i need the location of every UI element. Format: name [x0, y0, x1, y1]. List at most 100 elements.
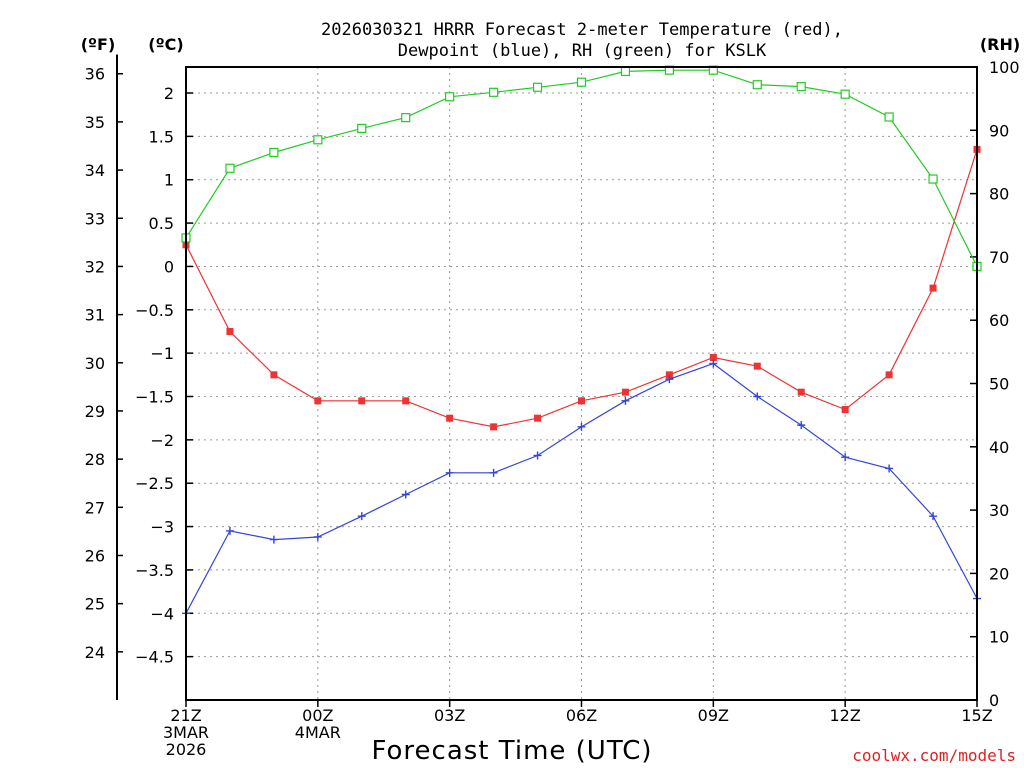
x-tick-label: 4MAR [295, 723, 341, 742]
rh-point [445, 92, 455, 102]
grid-lines [186, 67, 977, 700]
rh-tick-label: 30 [989, 501, 1009, 520]
rh-tick-label: 40 [989, 438, 1009, 457]
fahrenheit-tick-label: 31 [85, 306, 105, 325]
fahrenheit-tick-label: 34 [85, 161, 105, 180]
temperature-point [446, 414, 454, 422]
x-tick-label: 06Z [566, 706, 597, 725]
rh-point [357, 123, 367, 134]
celsius-tick-label: 1 [164, 171, 174, 190]
fahrenheit-tick-label: 27 [85, 498, 105, 517]
chart-title-line2: Dewpoint (blue), RH (green) for KSLK [398, 41, 767, 61]
x-tick-label: 00Z [302, 706, 333, 725]
dewpoint-point [401, 490, 410, 499]
celsius-unit-label: (ºC) [148, 35, 183, 54]
celsius-tick-label: −2.5 [135, 474, 174, 493]
dewpoint-point [269, 535, 278, 544]
celsius-tick-label: 2 [164, 84, 174, 103]
fahrenheit-tick-label: 32 [85, 257, 105, 276]
rh-axis: 0 10 20 30 40 50 60 70 80 90 100 [970, 58, 1020, 710]
series-layer [181, 65, 982, 618]
dewpoint-point [797, 421, 806, 430]
celsius-axis: 2 1.5 1 0.5 0 −0.5 −1 −1.5 −2 −2.5 −3 −3.5 −4 −4.5 [135, 84, 193, 667]
fahrenheit-tick-label: 33 [85, 209, 105, 228]
rh-point [884, 112, 894, 122]
dewpoint-point [885, 464, 894, 473]
temperature-point [621, 388, 629, 396]
celsius-tick-label: 1.5 [149, 127, 174, 146]
temperature-point [358, 397, 366, 405]
celsius-tick-label: −0.5 [135, 301, 174, 320]
dewpoint-point [577, 422, 586, 431]
x-tick-label: 12Z [830, 706, 861, 725]
rh-point [620, 66, 631, 77]
fahrenheit-unit-label: (ºF) [81, 35, 116, 54]
rh-point [489, 87, 499, 97]
fahrenheit-tick-label: 29 [85, 402, 105, 421]
dewpoint-point [929, 512, 938, 521]
fahrenheit-tick-label: 25 [85, 595, 105, 614]
temperature-point [753, 362, 761, 370]
x-axis-title: Forecast Time (UTC) [371, 736, 652, 766]
temperature-point [929, 284, 937, 292]
rh-point [225, 163, 235, 173]
dewpoint-point [665, 375, 674, 384]
dewpoint-point [445, 468, 454, 477]
fahrenheit-tick-label: 26 [85, 546, 105, 565]
x-tick-label: 21Z [170, 706, 201, 725]
rh-point [269, 147, 279, 158]
celsius-tick-label: −4 [150, 604, 174, 623]
fahrenheit-tick-label: 24 [85, 643, 105, 662]
dewpoint-point [533, 451, 542, 460]
rh-tick-label: 10 [989, 628, 1009, 647]
fahrenheit-tick-label: 28 [85, 450, 105, 469]
fahrenheit-tick-label: 30 [85, 354, 105, 373]
celsius-tick-label: −3.5 [135, 561, 174, 580]
rh-tick-label: 20 [989, 564, 1009, 583]
rh-point [401, 113, 411, 123]
dewpoint-point [225, 526, 234, 535]
rh-point [752, 80, 762, 90]
temperature-point [534, 414, 542, 422]
temperature-point [665, 371, 673, 379]
fahrenheit-tick-label: 36 [85, 65, 105, 84]
temperature-point [578, 397, 585, 405]
chart-title-line1: 2026030321 HRRR Forecast 2-meter Tempera… [321, 20, 843, 40]
fahrenheit-axis: 36 35 34 33 32 31 30 29 28 27 26 25 24 [85, 54, 123, 700]
celsius-tick-label: −1 [150, 344, 174, 363]
plot-frame [185, 66, 978, 701]
celsius-tick-label: −2 [150, 431, 174, 450]
celsius-tick-label: −3 [150, 518, 174, 537]
rh-tick-label: 50 [989, 375, 1009, 394]
rh-point [532, 82, 543, 92]
dewpoint-point [753, 392, 762, 401]
celsius-tick-label: 0.5 [149, 214, 174, 233]
temperature-point [402, 397, 410, 405]
celsius-tick-label: −1.5 [135, 388, 174, 407]
rh-point [928, 174, 938, 184]
credit-text: coolwx.com/models [852, 746, 1016, 765]
rh-point [840, 89, 850, 99]
x-tick-label: 03Z [434, 706, 465, 725]
dewpoint-point [621, 396, 630, 405]
rh-tick-label: 70 [989, 248, 1009, 267]
x-tick-label: 09Z [698, 706, 729, 725]
rh-tick-label: 90 [989, 121, 1009, 140]
dewpoint-point [357, 512, 366, 521]
rh-unit-label: (RH) [980, 35, 1020, 54]
rh-point [576, 77, 587, 87]
celsius-tick-label: 0 [164, 257, 174, 276]
rh-tick-label: 80 [989, 185, 1009, 204]
dewpoint-point [489, 468, 498, 477]
temperature-point [797, 388, 805, 396]
temperature-point [270, 371, 278, 379]
rh-tick-label: 100 [989, 58, 1020, 77]
dewpoint-point [709, 359, 718, 368]
temperature-point [709, 353, 717, 361]
fahrenheit-tick-label: 35 [85, 113, 105, 132]
rh-point [313, 135, 323, 145]
temperature-point [226, 327, 234, 335]
dewpoint-point [313, 532, 322, 541]
